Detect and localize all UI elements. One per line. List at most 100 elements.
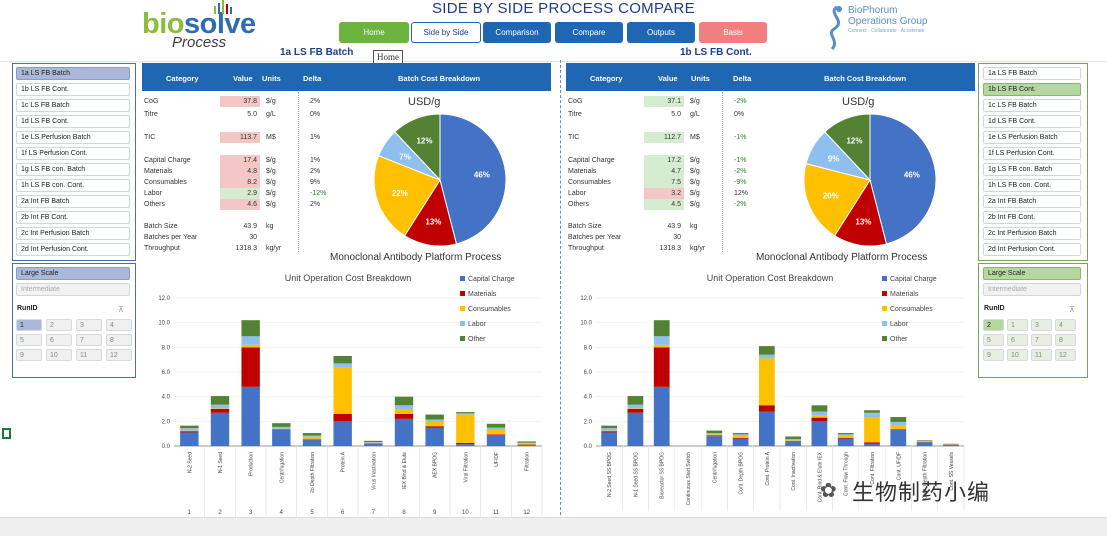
logo-subtitle: Process: [172, 34, 227, 51]
runid-option[interactable]: 1: [16, 319, 42, 331]
runid-option[interactable]: 7: [1031, 334, 1052, 346]
nav-compare-button[interactable]: Compare: [555, 22, 623, 43]
process-option[interactable]: 1a LS FB Batch: [983, 67, 1081, 80]
pie-slice: [439, 113, 507, 245]
filter-clear-icon[interactable]: ⊼: [118, 305, 124, 314]
y-tick-label: 0.0: [162, 444, 171, 450]
bar-segment: [486, 427, 506, 430]
runid-option[interactable]: 3: [76, 319, 102, 331]
runid-option[interactable]: 9: [983, 349, 1004, 361]
pie-slice-label: 20%: [823, 192, 839, 201]
metric-value: 1318.3: [659, 245, 681, 252]
metric-label: Titre: [144, 111, 158, 118]
process-option[interactable]: 1h LS FB con. Cont.: [16, 179, 130, 192]
process-option[interactable]: 2b Int FB Cont.: [983, 211, 1081, 224]
process-option[interactable]: 1c LS FB Batch: [983, 99, 1081, 112]
legend-swatch: [882, 336, 887, 341]
process-option[interactable]: 2d Int Perfusion Cont.: [16, 243, 130, 256]
legend-swatch: [460, 291, 465, 296]
pie-slice: [869, 113, 937, 245]
runid-option[interactable]: 12: [1055, 349, 1076, 361]
nav-side-by-side-button[interactable]: Side by Side: [411, 22, 481, 43]
nav-basis-button[interactable]: Basis: [699, 22, 767, 43]
nav-outputs-button[interactable]: Outputs: [627, 22, 695, 43]
process-option[interactable]: 1f LS Perfusion Cont.: [16, 147, 130, 160]
filter-clear-icon[interactable]: ⊼: [1069, 305, 1075, 314]
edge-marker-icon: [2, 428, 11, 439]
nav-home-button[interactable]: Home: [339, 22, 409, 43]
header-category: Category: [166, 74, 199, 83]
runid-option[interactable]: 6: [1007, 334, 1028, 346]
operation-number: 2: [218, 510, 222, 516]
watermark-text: 生物制药小编: [852, 480, 991, 505]
process-option[interactable]: 1b LS FB Cont.: [16, 83, 130, 96]
nav-comparison-button[interactable]: Comparison: [483, 22, 551, 43]
process-option[interactable]: 2a Int FB Batch: [983, 195, 1081, 208]
process-option[interactable]: 2c Int Perfusion Batch: [16, 227, 130, 240]
runid-option[interactable]: 4: [1055, 319, 1076, 331]
x-category-label: Cont. Flow Through: [844, 452, 850, 496]
scale-option[interactable]: Large Scale: [16, 267, 130, 280]
process-option[interactable]: 1g LS FB con. Batch: [16, 163, 130, 176]
bar-segment: [837, 434, 854, 436]
bar-segment: [241, 336, 260, 345]
process-option[interactable]: 1d LS FB Cont.: [983, 115, 1081, 128]
runid-option[interactable]: 11: [1031, 349, 1052, 361]
runid-option[interactable]: 4: [106, 319, 132, 331]
process-option[interactable]: 2d Int Perfusion Cont.: [983, 243, 1081, 256]
process-option[interactable]: 2c Int Perfusion Batch: [983, 227, 1081, 240]
runid-option[interactable]: 7: [76, 334, 102, 346]
process-option[interactable]: 1e LS Perfusion Batch: [983, 131, 1081, 144]
bar-segment: [732, 433, 749, 435]
bar-segment: [811, 411, 828, 416]
metric-delta: -2%: [734, 168, 747, 175]
runid-option[interactable]: 6: [46, 334, 72, 346]
runid-option[interactable]: 8: [1055, 334, 1076, 346]
process-option[interactable]: 1a LS FB Batch: [16, 67, 130, 80]
metric-delta: 9%: [310, 179, 321, 186]
bar-segment: [302, 439, 322, 446]
metric-label: Capital Charge: [568, 157, 615, 164]
runid-option[interactable]: 9: [16, 349, 42, 361]
metric-unit: g/L: [266, 111, 276, 118]
process-option[interactable]: 1c LS FB Batch: [16, 99, 130, 112]
process-option[interactable]: 2a Int FB Batch: [16, 195, 130, 208]
process-option[interactable]: 2b Int FB Cont.: [16, 211, 130, 224]
metric-value: 30: [249, 234, 257, 241]
runid-option[interactable]: 2: [46, 319, 72, 331]
bar-segment: [837, 435, 854, 438]
process-option[interactable]: 1b LS FB Cont.: [983, 83, 1081, 96]
runid-option[interactable]: 12: [106, 349, 132, 361]
process-option[interactable]: 1g LS FB con. Batch: [983, 163, 1081, 176]
scale-option[interactable]: Large Scale: [983, 267, 1081, 280]
runid-option[interactable]: 1: [1007, 319, 1028, 331]
partner-logo-line3: Connect · Collaborate · Accelerate: [848, 28, 925, 34]
metric-delta: 2%: [310, 201, 321, 208]
y-tick-label: 0.0: [584, 444, 593, 450]
bar-segment: [627, 412, 644, 446]
bar-segment: [732, 434, 749, 436]
process-option[interactable]: 1f LS Perfusion Cont.: [983, 147, 1081, 160]
runid-option[interactable]: 2: [983, 319, 1004, 331]
scale-option[interactable]: Intermediate: [983, 283, 1081, 296]
bar-segment: [180, 432, 199, 446]
right-bar-section-title: Monoclonal Antibody Platform Process: [756, 252, 928, 263]
legend-label: Consumables: [890, 306, 933, 313]
runid-option[interactable]: 11: [76, 349, 102, 361]
bar-segment: [732, 435, 749, 438]
process-option[interactable]: 1h LS FB con. Cont.: [983, 179, 1081, 192]
metric-value: 43.9: [667, 223, 681, 230]
runid-option[interactable]: 10: [1007, 349, 1028, 361]
scale-option[interactable]: Intermediate: [16, 283, 130, 296]
runid-option[interactable]: 5: [16, 334, 42, 346]
metric-label: Labor: [568, 190, 586, 197]
process-option[interactable]: 1d LS FB Cont.: [16, 115, 130, 128]
x-category-label: Centrifugation: [279, 452, 285, 483]
logo-bars-icon: [214, 0, 232, 14]
metric-value: 37.1: [644, 96, 684, 107]
runid-option[interactable]: 3: [1031, 319, 1052, 331]
process-option[interactable]: 1e LS Perfusion Batch: [16, 131, 130, 144]
runid-option[interactable]: 5: [983, 334, 1004, 346]
runid-option[interactable]: 10: [46, 349, 72, 361]
runid-option[interactable]: 8: [106, 334, 132, 346]
